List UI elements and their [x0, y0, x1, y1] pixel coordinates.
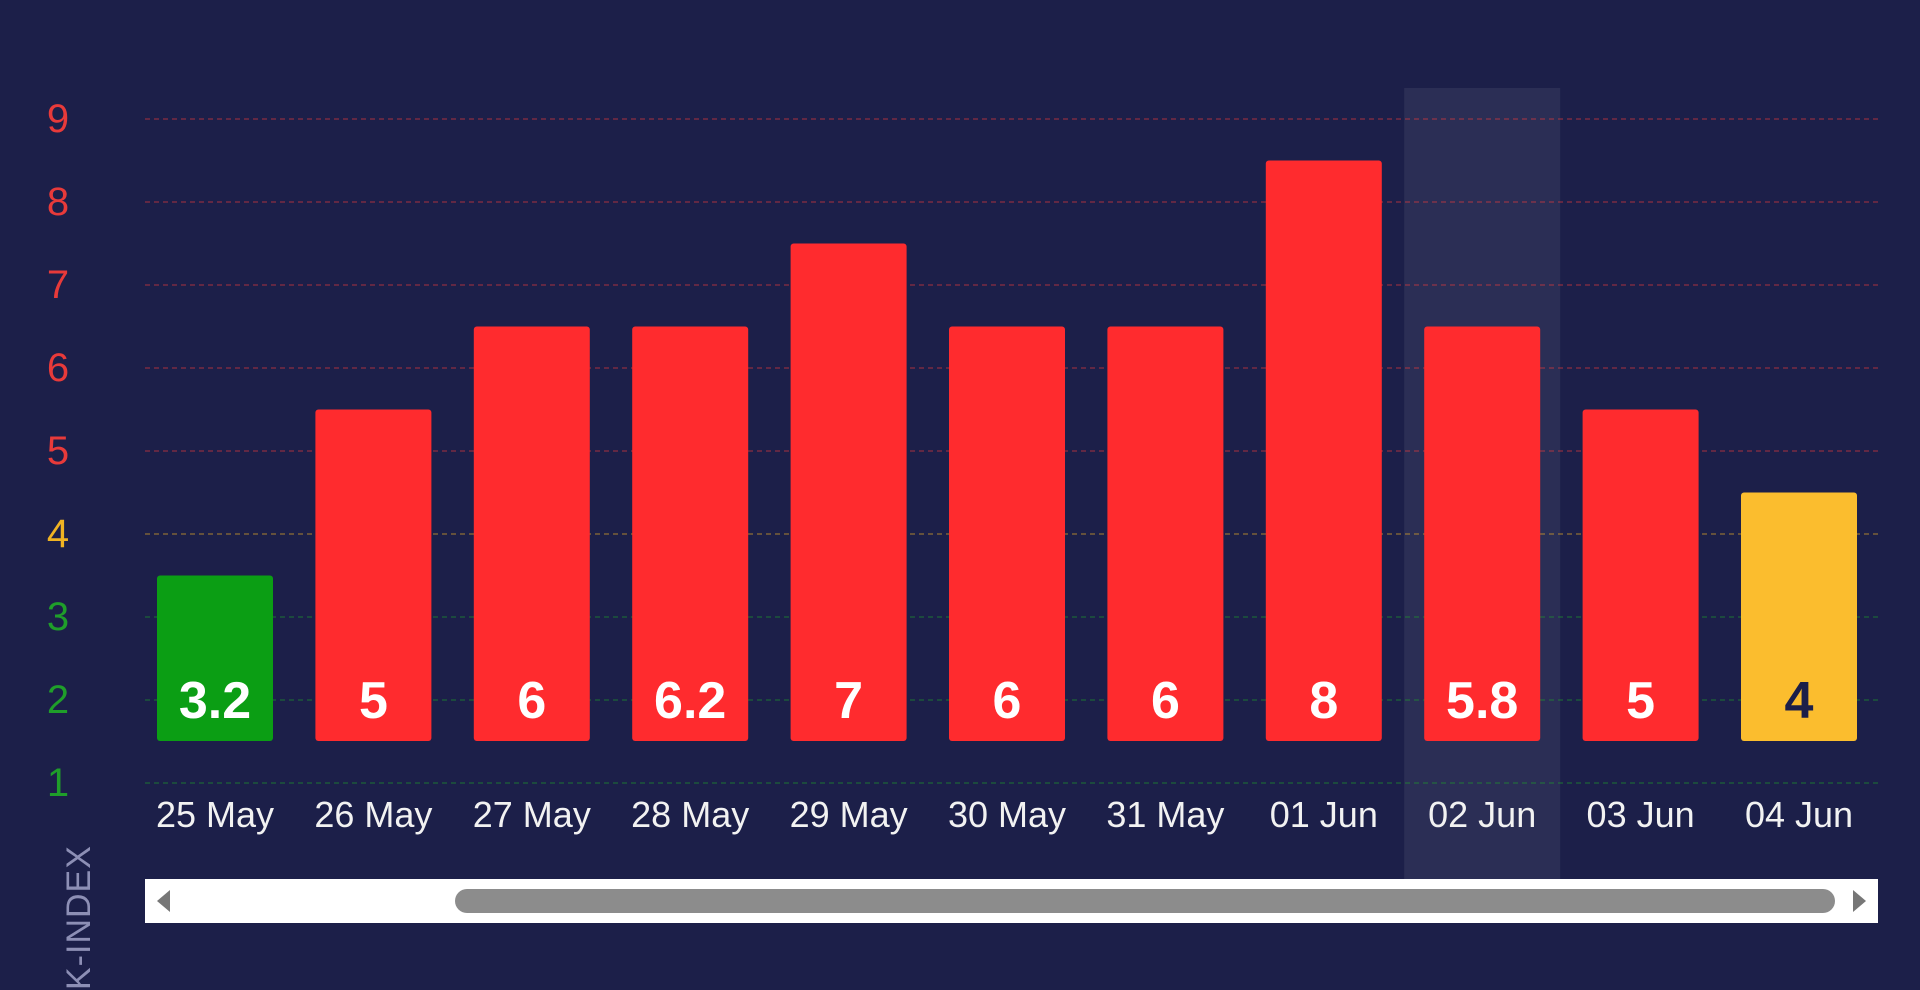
bar-30-may — [949, 326, 1065, 741]
data-label: 6 — [1151, 672, 1180, 730]
y-tick-label: 7 — [47, 263, 69, 307]
data-label: 6 — [993, 672, 1022, 730]
bar-31-may — [1107, 326, 1224, 741]
x-tick-label: 03 Jun — [1587, 794, 1695, 835]
data-label: 6 — [517, 672, 546, 730]
y-axis-title: K-INDEX — [60, 845, 98, 990]
x-tick-label: 02 Jun — [1428, 794, 1536, 835]
data-label: 5 — [1626, 672, 1655, 730]
data-label: 5.8 — [1446, 672, 1518, 730]
y-tick-label: 2 — [47, 678, 69, 722]
bar-02-jun — [1424, 326, 1541, 741]
bar-26-may — [315, 409, 432, 741]
x-tick-label: 04 Jun — [1745, 794, 1853, 835]
x-tick-label: 31 May — [1106, 794, 1224, 835]
bar-25-may — [157, 575, 273, 741]
x-tick-label: 26 May — [314, 794, 432, 835]
y-tick-label: 8 — [47, 180, 69, 224]
data-label: 6.2 — [654, 672, 726, 730]
data-label: 3.2 — [179, 672, 251, 730]
y-tick-label: 4 — [47, 512, 69, 556]
x-tick-label: 30 May — [948, 794, 1066, 835]
y-tick-label: 5 — [47, 429, 69, 473]
bar-04-jun — [1741, 492, 1857, 741]
y-tick-label: 9 — [47, 97, 69, 141]
data-label: 8 — [1309, 672, 1338, 730]
x-tick-label: 28 May — [631, 794, 749, 835]
data-label: 7 — [834, 672, 863, 730]
scroll-left-icon[interactable] — [145, 879, 181, 923]
bar-27-may — [473, 326, 590, 741]
bar-29-may — [790, 243, 907, 741]
y-tick-label: 3 — [47, 595, 69, 639]
y-tick-label: 1 — [47, 761, 69, 805]
x-tick-label: 27 May — [473, 794, 591, 835]
scrollbar-thumb[interactable] — [455, 889, 1835, 913]
scroll-right-icon[interactable] — [1842, 879, 1878, 923]
bar-28-may — [632, 326, 749, 741]
x-tick-label: 29 May — [790, 794, 908, 835]
bar-01-jun — [1265, 160, 1382, 741]
data-label: 5 — [359, 672, 388, 730]
x-tick-label: 25 May — [156, 794, 274, 835]
data-label: 4 — [1785, 672, 1814, 730]
y-tick-label: 6 — [47, 346, 69, 390]
horizontal-scrollbar[interactable] — [145, 879, 1878, 923]
bar-03-jun — [1582, 409, 1699, 741]
x-tick-label: 01 Jun — [1270, 794, 1378, 835]
